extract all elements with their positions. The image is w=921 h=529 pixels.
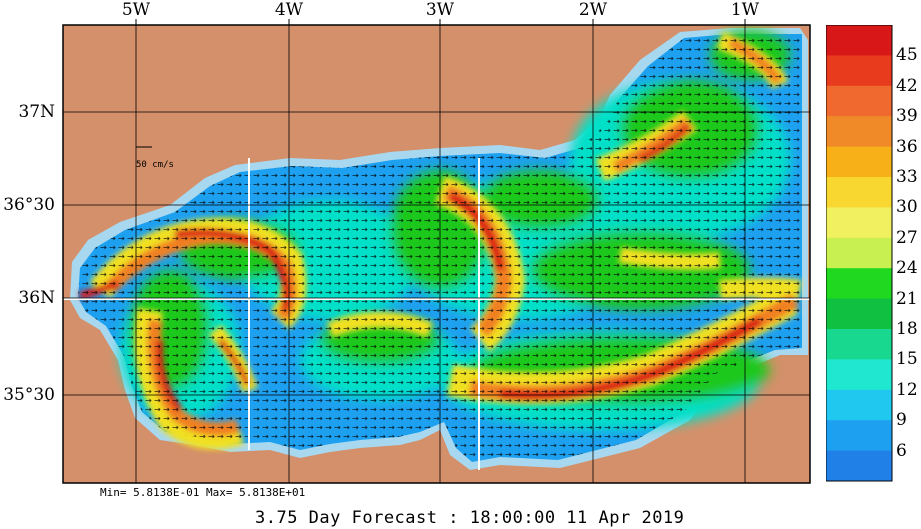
colorbar-block — [826, 268, 892, 300]
scale-arrow-label: 50 cm/s — [136, 160, 174, 170]
colorbar-label: 24 — [896, 258, 918, 279]
colorbar-label: 18 — [896, 319, 918, 339]
colorbar-label: 6 — [896, 440, 907, 461]
colorbar-block — [826, 237, 892, 269]
colorbar-block — [826, 55, 892, 87]
colorbar — [826, 25, 893, 482]
lon-label-1w: 1W — [730, 0, 760, 20]
colorbar-block — [826, 450, 892, 482]
colorbar-block — [826, 116, 892, 148]
colorbar-block — [826, 420, 892, 452]
lat-label-36n: 36N — [18, 288, 55, 308]
colorbar-block — [826, 207, 892, 239]
colorbar-label: 15 — [896, 349, 918, 370]
lon-label-4w: 4W — [274, 0, 304, 20]
lat-label-35-30: 35°30 — [3, 385, 55, 405]
colorbar-block — [826, 146, 892, 178]
colorbar-block — [826, 389, 892, 421]
colorbar-label: 39 — [896, 106, 918, 127]
colorbar-label: 27 — [896, 227, 918, 248]
colorbar-label: 36 — [896, 136, 918, 157]
lat-label-37n: 37N — [18, 102, 55, 122]
colorbar-block — [826, 25, 892, 56]
colorbar-label: 45 — [896, 45, 918, 66]
colorbar-label: 30 — [896, 197, 918, 218]
lon-label-2w: 2W — [578, 0, 608, 20]
min-max-stats: Min= 5.8138E-01 Max= 5.8138E+01 — [100, 486, 306, 499]
colorbar-label: 12 — [896, 379, 918, 400]
colorbar-block — [826, 85, 892, 117]
colorbar-block — [826, 329, 892, 360]
colorbar-label: 9 — [896, 410, 907, 431]
colorbar-block — [826, 298, 892, 330]
lon-label-5w: 5W — [121, 0, 151, 20]
lat-label-36-30: 36°30 — [3, 195, 55, 215]
forecast-footer: 3.75 Day Forecast : 18:00:00 11 Apr 2019 — [255, 508, 685, 528]
colorbar-block — [826, 359, 892, 391]
lon-label-3w: 3W — [425, 0, 455, 20]
colorbar-label: 42 — [896, 75, 918, 96]
colorbar-block — [826, 177, 892, 208]
colorbar-label: 33 — [896, 167, 918, 187]
colorbar-label: 21 — [896, 288, 918, 309]
